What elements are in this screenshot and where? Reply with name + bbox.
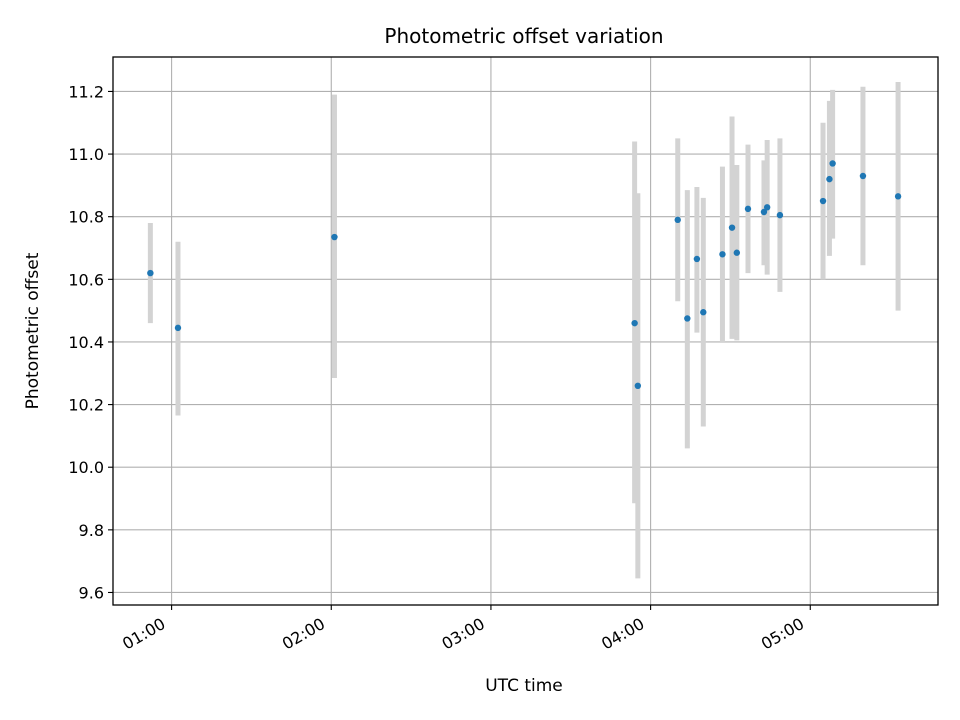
y-axis-label: Photometric offset	[23, 252, 43, 409]
data-point	[631, 319, 638, 327]
data-point	[719, 251, 726, 258]
y-tick-label: 9.8	[79, 521, 104, 540]
y-tick-label: 10.8	[68, 208, 104, 227]
grid	[113, 57, 938, 605]
data-point	[859, 172, 867, 180]
data-point	[147, 269, 154, 277]
data-points	[147, 160, 902, 389]
data-point	[829, 160, 836, 167]
data-point	[894, 193, 902, 200]
y-tick-label: 10.2	[68, 396, 104, 415]
y-tick-label: 11.2	[68, 82, 104, 101]
data-point	[733, 249, 741, 256]
data-point	[174, 324, 182, 332]
plot-frame	[112, 56, 939, 606]
y-axis: 9.6 9.8 10.0 10.2 10.4 10.6 10.8 11.0 11.2	[68, 82, 113, 602]
data-point	[744, 205, 752, 213]
data-point	[728, 224, 736, 231]
data-point	[763, 204, 771, 211]
x-axis-label: UTC time	[485, 676, 563, 696]
data-point	[826, 175, 833, 183]
data-point	[700, 309, 707, 316]
y-tick-label: 10.6	[68, 270, 104, 289]
chart-title: Photometric offset variation	[384, 24, 663, 48]
data-point	[684, 315, 691, 322]
y-tick-label: 9.6	[79, 583, 104, 602]
y-tick-label: 10.0	[68, 458, 104, 477]
y-tick-label: 11.0	[68, 145, 104, 164]
y-tick-label: 10.4	[68, 333, 104, 352]
data-point	[760, 208, 768, 216]
data-point	[693, 255, 701, 263]
data-point	[634, 382, 642, 389]
data-point	[674, 216, 681, 224]
data-point	[776, 211, 784, 219]
data-point	[819, 197, 827, 205]
data-point	[331, 233, 338, 241]
